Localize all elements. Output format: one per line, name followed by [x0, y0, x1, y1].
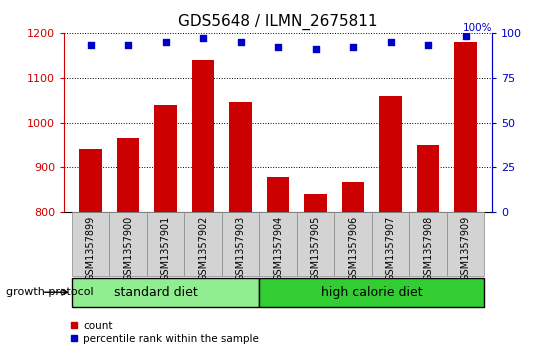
Point — [161, 39, 170, 45]
Text: 100%: 100% — [462, 23, 492, 33]
Bar — [147, 212, 184, 276]
Bar — [222, 212, 259, 276]
Point — [198, 35, 207, 41]
Text: GSM1357902: GSM1357902 — [198, 216, 208, 281]
Bar — [380, 95, 402, 212]
Bar — [184, 212, 222, 276]
Point — [311, 46, 320, 52]
Bar — [342, 182, 364, 212]
Bar — [192, 60, 214, 212]
Point — [461, 33, 470, 39]
Bar — [334, 212, 372, 276]
Text: GSM1357909: GSM1357909 — [461, 216, 471, 281]
Bar — [454, 42, 477, 212]
Point — [124, 42, 132, 48]
Bar — [297, 212, 334, 276]
Text: growth protocol: growth protocol — [6, 287, 93, 297]
Text: high calorie diet: high calorie diet — [321, 286, 423, 299]
Text: GSM1357905: GSM1357905 — [311, 216, 321, 281]
Bar — [154, 105, 177, 212]
Text: GSM1357900: GSM1357900 — [123, 216, 133, 281]
Bar — [79, 150, 102, 212]
Title: GDS5648 / ILMN_2675811: GDS5648 / ILMN_2675811 — [178, 14, 378, 30]
Bar — [304, 195, 327, 212]
Bar — [117, 138, 139, 212]
Text: standard diet: standard diet — [114, 286, 198, 299]
Bar — [447, 212, 485, 276]
Bar — [417, 145, 439, 212]
Bar — [229, 102, 252, 212]
Bar — [267, 177, 290, 212]
Legend: count, percentile rank within the sample: count, percentile rank within the sample — [69, 321, 259, 344]
Text: GSM1357906: GSM1357906 — [348, 216, 358, 281]
Bar — [110, 212, 147, 276]
Text: GSM1357904: GSM1357904 — [273, 216, 283, 281]
Bar — [259, 277, 485, 307]
Text: GSM1357907: GSM1357907 — [386, 216, 396, 281]
Bar — [409, 212, 447, 276]
Point — [349, 44, 358, 50]
Bar — [259, 212, 297, 276]
Point — [386, 39, 395, 45]
Point — [236, 39, 245, 45]
Point — [86, 42, 95, 48]
Point — [424, 42, 433, 48]
Point — [274, 44, 283, 50]
Bar — [372, 212, 409, 276]
Text: GSM1357901: GSM1357901 — [160, 216, 170, 281]
Text: GSM1357903: GSM1357903 — [235, 216, 245, 281]
Bar — [72, 212, 110, 276]
Bar — [72, 277, 259, 307]
Text: GSM1357899: GSM1357899 — [86, 216, 96, 281]
Text: GSM1357908: GSM1357908 — [423, 216, 433, 281]
